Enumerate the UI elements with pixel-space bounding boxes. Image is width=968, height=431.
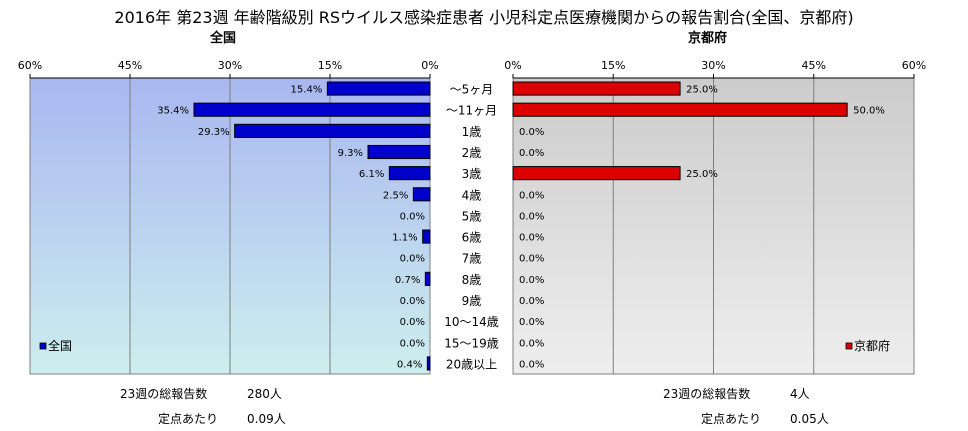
right-data-label: 25.0% <box>686 169 718 180</box>
left-data-label: 0.0% <box>400 254 425 265</box>
category-label: 8歳 <box>462 273 482 287</box>
right-data-label: 0.0% <box>519 338 544 349</box>
left-tick-label: 15% <box>318 59 342 72</box>
left-data-label: 0.0% <box>400 317 425 328</box>
left-tick-label: 30% <box>218 59 242 72</box>
category-label: ～11ヶ月 <box>446 104 497 118</box>
right-data-label: 25.0% <box>686 85 718 96</box>
right-total-value: 4人 <box>790 387 810 401</box>
right-legend-swatch <box>845 342 853 350</box>
right-tick-label: 15% <box>601 59 625 72</box>
right-data-label: 0.0% <box>519 254 544 265</box>
left-bar <box>422 229 431 244</box>
left-data-label: 0.0% <box>400 338 425 349</box>
right-per-label: 定点あたり <box>701 412 762 426</box>
right-data-label: 0.0% <box>519 148 544 159</box>
left-tick-label: 45% <box>118 59 142 72</box>
left-per-value: 0.09人 <box>247 412 286 426</box>
right-data-label: 0.0% <box>519 296 544 307</box>
left-panel-subtitle: 全国 <box>210 31 237 46</box>
left-bar <box>234 123 431 138</box>
left-legend-swatch <box>39 342 47 350</box>
left-data-label: 0.0% <box>400 296 425 307</box>
right-data-label: 0.0% <box>519 233 544 244</box>
left-tick-label: 0% <box>421 59 438 72</box>
right-per-value: 0.05人 <box>790 412 829 426</box>
right-tick-label: 0% <box>504 59 521 72</box>
left-per-label: 定点あたり <box>158 412 219 426</box>
category-label: 6歳 <box>462 231 482 245</box>
right-bar <box>512 81 681 96</box>
right-tick-label: 45% <box>802 59 826 72</box>
category-label: 9歳 <box>462 294 482 308</box>
left-bar <box>326 81 431 96</box>
category-label: 3歳 <box>462 167 482 181</box>
right-legend-label: 京都府 <box>854 338 890 353</box>
left-legend-label: 全国 <box>48 338 72 353</box>
left-tick-label: 60% <box>18 59 42 72</box>
left-bar <box>193 102 431 117</box>
left-data-label: 29.3% <box>198 127 230 138</box>
chart-title: 2016年 第23週 年齢階級別 RSウイルス感染症患者 小児科定点医療機関から… <box>114 8 854 27</box>
right-data-label: 0.0% <box>519 190 544 201</box>
left-bar <box>388 166 431 181</box>
left-data-label: 1.1% <box>392 233 417 244</box>
left-data-label: 0.7% <box>395 275 420 286</box>
left-data-label: 0.0% <box>400 211 425 222</box>
category-label: ～5ヶ月 <box>450 83 494 97</box>
right-tick-label: 30% <box>701 59 725 72</box>
right-data-label: 0.0% <box>519 317 544 328</box>
category-label: 20歳以上 <box>446 357 497 371</box>
left-data-label: 15.4% <box>291 85 323 96</box>
right-bar <box>512 102 848 117</box>
right-tick-label: 60% <box>902 59 926 72</box>
right-data-label: 0.0% <box>519 275 544 286</box>
right-data-label: 50.0% <box>853 106 885 117</box>
left-data-label: 35.4% <box>157 106 189 117</box>
right-bar <box>512 166 681 181</box>
category-label: 4歳 <box>462 188 482 202</box>
right-data-label: 0.0% <box>519 127 544 138</box>
left-bar <box>426 356 431 371</box>
left-bar <box>412 187 431 202</box>
left-total-label: 23週の総報告数 <box>120 387 208 401</box>
left-data-label: 2.5% <box>383 190 408 201</box>
category-label: 5歳 <box>462 209 482 223</box>
left-data-label: 0.4% <box>397 359 422 370</box>
category-label: 7歳 <box>462 252 482 266</box>
right-data-label: 0.0% <box>519 211 544 222</box>
left-bar <box>424 271 431 286</box>
right-data-label: 0.0% <box>519 359 544 370</box>
left-bar <box>367 144 431 160</box>
category-label: 1歳 <box>462 125 482 139</box>
left-data-label: 6.1% <box>359 169 384 180</box>
left-data-label: 9.3% <box>338 148 363 159</box>
category-label: 15～19歳 <box>444 336 499 350</box>
category-label: 2歳 <box>462 146 482 160</box>
category-label: 10～14歳 <box>444 315 499 329</box>
right-panel-subtitle: 京都府 <box>688 31 728 46</box>
right-total-label: 23週の総報告数 <box>663 387 751 401</box>
left-total-value: 280人 <box>247 387 282 401</box>
